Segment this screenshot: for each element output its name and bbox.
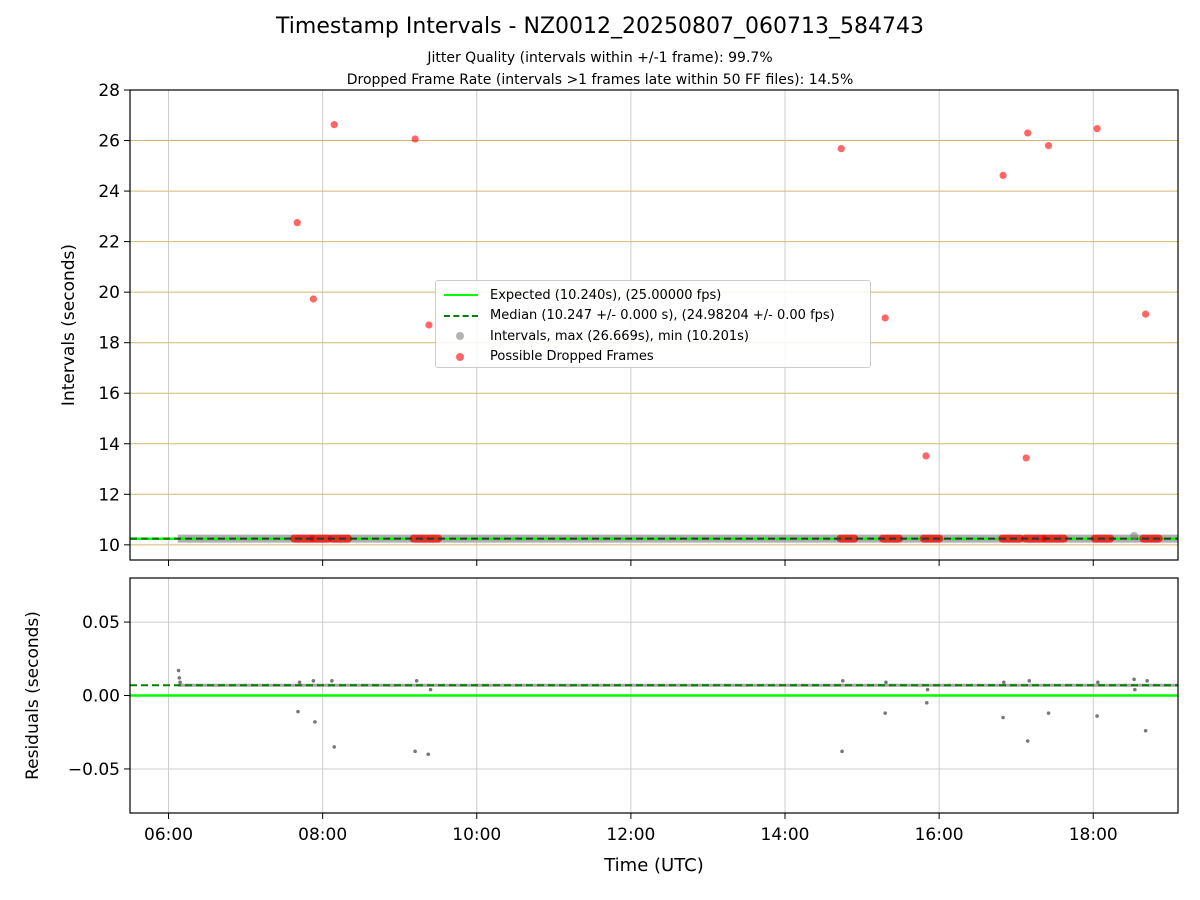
top-ytick-label-10: 10 bbox=[98, 536, 120, 556]
bottom-residual-point-29 bbox=[1145, 679, 1149, 683]
legend-label-median: Median (10.247 +/- 0.000 s), (24.98204 +… bbox=[490, 308, 835, 324]
legend-swatch-intervals bbox=[444, 330, 478, 342]
bottom-residual-point-0 bbox=[176, 668, 181, 673]
bottom-residual-point-8 bbox=[330, 679, 334, 683]
bottom-residual-point-9 bbox=[413, 749, 417, 754]
bottom-residual-point-25 bbox=[1096, 680, 1100, 685]
bottom-residual-point-16 bbox=[884, 680, 888, 685]
bottom-residual-point-11 bbox=[414, 679, 419, 683]
legend-item-intervals: Intervals, max (26.669s), min (10.201s) bbox=[444, 326, 862, 347]
top-dropped-point-13 bbox=[1142, 310, 1150, 318]
chart-subtitle-dropped-rate: Dropped Frame Rate (intervals >1 frames … bbox=[346, 72, 854, 88]
bottom-residual-point-27 bbox=[1133, 687, 1137, 692]
top-dropped-point-9 bbox=[1022, 454, 1030, 462]
bottom-xtick-label-10:00: 10:00 bbox=[452, 825, 501, 845]
bottom-residual-point-3 bbox=[296, 709, 300, 714]
bottom-residual-point-15 bbox=[883, 711, 887, 715]
bottom-xlabel: Time (UTC) bbox=[603, 855, 704, 876]
top-ytick-label-26: 26 bbox=[98, 132, 120, 152]
top-ytick-label-24: 24 bbox=[98, 182, 120, 202]
bottom-ytick-label-0: −0.05 bbox=[68, 760, 120, 780]
bottom-residual-point-4 bbox=[313, 720, 317, 724]
top-dropped-point-1 bbox=[309, 295, 317, 303]
top-ytick-label-16: 16 bbox=[98, 384, 120, 404]
bottom-xtick-label-14:00: 14:00 bbox=[761, 825, 810, 845]
bottom-residual-point-20 bbox=[1002, 680, 1006, 685]
bottom-residual-point-12 bbox=[428, 687, 433, 692]
legend-label-intervals: Intervals, max (26.669s), min (10.201s) bbox=[490, 328, 749, 344]
bottom-residual-point-7 bbox=[311, 679, 316, 683]
chart-subtitle-jitter: Jitter Quality (intervals within +/-1 fr… bbox=[427, 50, 773, 66]
top-dropped-point-3 bbox=[411, 135, 419, 143]
legend-item-expected: Expected (10.240s), (25.00000 fps) bbox=[444, 285, 862, 306]
legend-swatch-expected bbox=[444, 289, 478, 301]
top-dropped-point-11 bbox=[1044, 141, 1053, 150]
top-ylabel: Intervals (seconds) bbox=[59, 244, 79, 406]
bottom-residual-point-14 bbox=[840, 679, 845, 683]
bottom-residual-point-23 bbox=[1046, 711, 1051, 715]
bottom-ytick-label-1: 0.00 bbox=[82, 687, 120, 707]
top-interval-outlier bbox=[1130, 531, 1139, 540]
top-ytick-label-12: 12 bbox=[98, 485, 120, 505]
top-dropped-point-6 bbox=[881, 314, 889, 322]
bottom-residual-point-19 bbox=[1001, 715, 1005, 720]
top-ytick-label-22: 22 bbox=[98, 233, 120, 253]
legend-swatch-dropped bbox=[444, 351, 478, 363]
bottom-residual-point-22 bbox=[1027, 679, 1032, 683]
legend-label-expected: Expected (10.240s), (25.00000 fps) bbox=[490, 287, 722, 303]
bottom-xtick-label-18:00: 18:00 bbox=[1069, 825, 1118, 845]
bottom-xtick-label-08:00: 08:00 bbox=[298, 825, 347, 845]
top-dropped-point-7 bbox=[922, 452, 930, 460]
top-plot-frame bbox=[129, 89, 1179, 561]
bottom-xtick-label-12:00: 12:00 bbox=[606, 825, 655, 845]
legend: Expected (10.240s), (25.00000 fps) Media… bbox=[435, 280, 871, 368]
bottom-residual-point-17 bbox=[924, 701, 929, 705]
top-ytick-label-28: 28 bbox=[98, 81, 120, 101]
top-dropped-point-5 bbox=[837, 145, 845, 153]
top-dropped-point-4 bbox=[425, 321, 433, 329]
bottom-residual-point-28 bbox=[1143, 728, 1148, 733]
bottom-residual-point-6 bbox=[297, 680, 302, 685]
legend-label-dropped: Possible Dropped Frames bbox=[490, 349, 654, 365]
bottom-residual-point-10 bbox=[426, 752, 431, 757]
top-dropped-point-10 bbox=[1024, 129, 1032, 137]
top-ytick-label-14: 14 bbox=[98, 435, 120, 455]
bottom-residual-point-1 bbox=[177, 676, 182, 680]
chart-title: Timestamp Intervals - NZ0012_20250807_06… bbox=[276, 14, 924, 39]
legend-swatch-median bbox=[444, 310, 478, 322]
bottom-residual-point-21 bbox=[1025, 739, 1030, 743]
top-dropped-point-8 bbox=[999, 171, 1007, 180]
top-dropped-point-0 bbox=[293, 219, 301, 227]
bottom-residual-point-18 bbox=[925, 687, 930, 692]
bottom-ylabel: Residuals (seconds) bbox=[23, 611, 43, 780]
bottom-xtick-label-16:00: 16:00 bbox=[915, 825, 964, 845]
bottom-residual-point-5 bbox=[332, 745, 337, 749]
bottom-residual-point-24 bbox=[1095, 714, 1099, 718]
legend-item-dropped: Possible Dropped Frames bbox=[444, 347, 862, 368]
top-dropped-point-2 bbox=[330, 121, 338, 129]
top-dropped-point-12 bbox=[1093, 125, 1101, 133]
bottom-residual-point-13 bbox=[840, 749, 844, 754]
bottom-residual-point-26 bbox=[1132, 677, 1136, 682]
top-ytick-label-18: 18 bbox=[98, 334, 120, 354]
bottom-ytick-label-2: 0.05 bbox=[82, 613, 120, 633]
bottom-residual-point-2 bbox=[178, 680, 182, 685]
top-ytick-label-20: 20 bbox=[98, 283, 120, 303]
bottom-xtick-label-06:00: 06:00 bbox=[144, 825, 193, 845]
legend-item-median: Median (10.247 +/- 0.000 s), (24.98204 +… bbox=[444, 306, 862, 327]
